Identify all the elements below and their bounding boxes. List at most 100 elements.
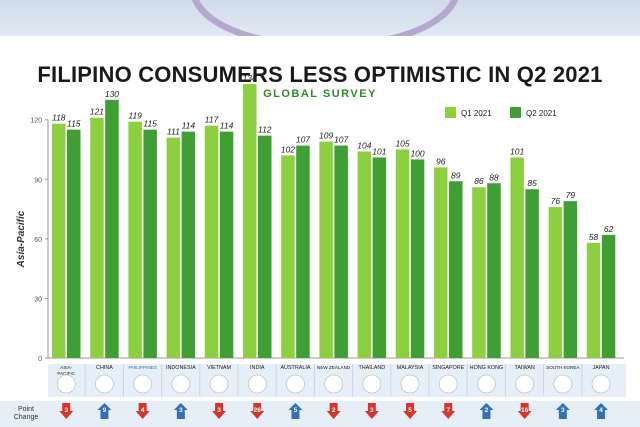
data-label-q1: 86 bbox=[474, 176, 484, 186]
bar-q1-10 bbox=[434, 167, 448, 358]
country-label: INDIA bbox=[250, 365, 265, 371]
down-arrow-icon bbox=[403, 403, 418, 419]
y-tick-label: 90 bbox=[34, 177, 42, 184]
up-arrow-icon bbox=[479, 403, 494, 419]
point-change-value: 3 bbox=[64, 407, 68, 414]
bar-q1-3 bbox=[166, 137, 181, 358]
data-label-q1: 102 bbox=[281, 144, 295, 154]
flag-icon bbox=[553, 374, 573, 394]
data-label-q2: 112 bbox=[258, 125, 272, 135]
legend-label: Q2 2021 bbox=[526, 109, 557, 118]
y-tick-label: 60 bbox=[34, 237, 42, 244]
flag-icon bbox=[400, 374, 420, 394]
bar-q2-4 bbox=[219, 131, 234, 358]
bar-q2-11 bbox=[487, 183, 501, 358]
down-arrow-icon bbox=[441, 403, 456, 419]
y-tick-label: 0 bbox=[38, 356, 42, 363]
category-strip: Point Change ASIA-PACIFIC 3 CHINA 9 PHILIPPINE… bbox=[0, 364, 640, 427]
data-label-q1: 109 bbox=[319, 131, 333, 141]
bar-q1-9 bbox=[395, 149, 410, 358]
country-label: AUSTRALIA bbox=[280, 365, 310, 371]
country-label-line: TAIWAN bbox=[514, 365, 534, 371]
country-label: THAILAND bbox=[359, 365, 386, 371]
country-label-line: CHINA bbox=[96, 365, 113, 371]
country-label: NEW ZEALAND bbox=[317, 365, 351, 370]
bar-q1-5 bbox=[243, 83, 257, 358]
up-arrow-icon bbox=[173, 403, 188, 419]
bar-q1-2 bbox=[128, 121, 142, 358]
country-label: HONG KONG bbox=[470, 365, 504, 371]
country-label-line: HONG KONG bbox=[470, 365, 504, 371]
flag-icon bbox=[515, 374, 535, 394]
point-change-value: 5 bbox=[294, 407, 298, 414]
bar-q1-14 bbox=[586, 242, 601, 358]
country-label-line: JAPAN bbox=[593, 365, 610, 371]
data-label-q2: 107 bbox=[334, 135, 348, 145]
country-label: TAIWAN bbox=[514, 365, 534, 371]
flag-icon bbox=[209, 374, 229, 394]
bar-q2-0 bbox=[67, 129, 81, 358]
country-label-line: INDONESIA bbox=[166, 365, 196, 371]
point-change-label-word: Change bbox=[14, 414, 39, 421]
bar-q2-10 bbox=[449, 181, 463, 358]
data-label-q2: 85 bbox=[527, 178, 537, 188]
bars: 1181151211301191151111141171141381121021… bbox=[52, 73, 616, 359]
country-label-line: THAILAND bbox=[359, 365, 386, 371]
country-label: ASIA-PACIFIC bbox=[57, 365, 75, 376]
y-axis-label: Asia-Pacific bbox=[16, 210, 27, 268]
point-change-value: 4 bbox=[141, 407, 145, 414]
data-label-q1: 58 bbox=[589, 232, 599, 242]
point-change-label: Point Change bbox=[14, 406, 39, 421]
bar-q2-12 bbox=[525, 189, 539, 358]
point-change-value: 3 bbox=[217, 407, 221, 414]
data-label-q2: 88 bbox=[489, 172, 499, 182]
chart-subtitle: GLOBAL SURVEY bbox=[263, 88, 377, 100]
country-label-line: ASIA- bbox=[60, 365, 72, 370]
point-change-value: 2 bbox=[332, 407, 336, 414]
data-label-q2: 115 bbox=[143, 119, 157, 129]
data-label-q2: 79 bbox=[566, 190, 576, 200]
point-change-value: 3 bbox=[179, 407, 183, 414]
country-label: SOUTH KOREA bbox=[546, 365, 580, 370]
bar-q2-9 bbox=[410, 159, 425, 358]
flag-icon bbox=[133, 374, 153, 394]
up-arrow-icon bbox=[97, 403, 112, 419]
country-label-line: PACIFIC bbox=[57, 371, 75, 376]
data-label-q1: 119 bbox=[128, 111, 142, 121]
bar-q2-1 bbox=[105, 99, 119, 358]
data-label-q2: 89 bbox=[451, 170, 461, 180]
bar-q1-8 bbox=[357, 151, 372, 358]
point-change-value: 2 bbox=[485, 407, 489, 414]
flag-icon bbox=[438, 374, 458, 394]
bar-q2-13 bbox=[563, 201, 578, 358]
country-label: VIETNAM bbox=[207, 365, 231, 371]
flag-icon bbox=[591, 374, 611, 394]
data-label-q1: 121 bbox=[90, 107, 104, 117]
bar-q2-7 bbox=[334, 145, 348, 358]
country-label-line: MALAYSIA bbox=[397, 365, 424, 371]
up-arrow-icon bbox=[594, 403, 609, 419]
data-label-q1: 76 bbox=[551, 196, 561, 206]
flag-icon bbox=[286, 374, 305, 394]
chart-title: FILIPINO CONSUMERS LESS OPTIMISTIC IN Q2… bbox=[37, 62, 603, 87]
down-arrow-icon bbox=[326, 403, 341, 419]
point-change-value: 26 bbox=[254, 407, 262, 414]
data-label-q2: 114 bbox=[220, 121, 234, 131]
legend-label: Q1 2021 bbox=[461, 109, 492, 118]
data-label-q2: 107 bbox=[296, 135, 310, 145]
country-label-line: PHILIPPINES bbox=[128, 365, 156, 370]
country-label-line: VIETNAM bbox=[207, 365, 231, 371]
bar-q2-3 bbox=[181, 131, 196, 358]
data-label-q2: 114 bbox=[182, 121, 196, 131]
point-change-value: 7 bbox=[446, 407, 450, 414]
point-change-value: 9 bbox=[103, 407, 107, 414]
down-arrow-icon bbox=[135, 403, 150, 419]
country-label: CHINA bbox=[96, 365, 113, 371]
country-label-line: SOUTH KOREA bbox=[546, 365, 580, 370]
country-label-line: INDIA bbox=[250, 365, 265, 371]
y-tick-label: 120 bbox=[30, 118, 42, 125]
data-label-q1: 111 bbox=[167, 127, 180, 137]
country-label: PHILIPPINES bbox=[128, 365, 156, 370]
point-change-value: 4 bbox=[599, 407, 603, 414]
bar-q1-11 bbox=[472, 187, 486, 358]
